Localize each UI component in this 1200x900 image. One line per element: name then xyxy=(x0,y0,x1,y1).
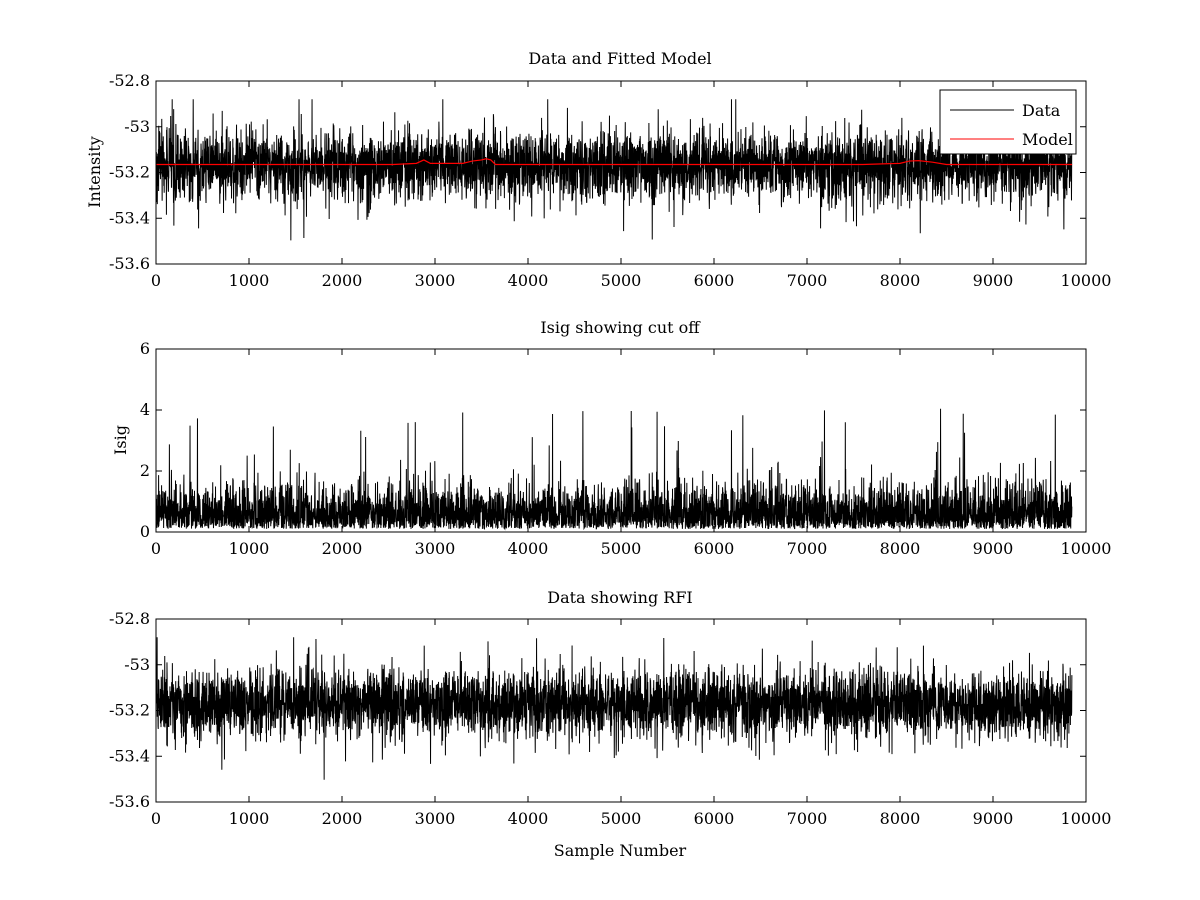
xtick-label: 6000 xyxy=(694,539,735,558)
ytick-label: -52.8 xyxy=(109,71,150,90)
xtick-label: 0 xyxy=(151,539,161,558)
xtick-label: 0 xyxy=(151,809,161,828)
xtick-label: 7000 xyxy=(787,809,828,828)
xtick-label: 6000 xyxy=(694,809,735,828)
xtick-label: 5000 xyxy=(601,271,642,290)
panel-2-axes-box xyxy=(155,348,1087,533)
ytick-label: -53.2 xyxy=(109,701,150,720)
xtick-label: 0 xyxy=(151,271,161,290)
panel-3-title: Data showing RFI xyxy=(547,588,692,607)
xtick-label: 8000 xyxy=(880,539,921,558)
legend-model-label: Model xyxy=(1022,130,1073,149)
xtick-label: 4000 xyxy=(508,271,549,290)
xtick-label: 3000 xyxy=(415,809,456,828)
xtick-label: 2000 xyxy=(322,809,363,828)
xtick-label: 3000 xyxy=(415,539,456,558)
xtick-label: 1000 xyxy=(229,809,270,828)
panel-1-xticks: 0 1000 2000 3000 4000 5000 6000 7000 8000 9000 100… xyxy=(151,81,1112,290)
ytick-label: -53 xyxy=(124,655,150,674)
panel-2: Isig showing cut off Isig 0 2 4 6 0 1000 2000… xyxy=(111,318,1111,558)
panel-3-axes-box xyxy=(155,618,1087,803)
ytick-label: -53.6 xyxy=(109,792,150,811)
xtick-label: 9000 xyxy=(973,271,1014,290)
ytick-label: -53.2 xyxy=(109,163,150,182)
panel-2-title: Isig showing cut off xyxy=(540,318,701,337)
xtick-label: 10000 xyxy=(1061,809,1112,828)
ytick-label: 0 xyxy=(140,522,150,541)
panel-3-xlabel: Sample Number xyxy=(554,841,687,860)
xtick-label: 5000 xyxy=(601,809,642,828)
xtick-label: 8000 xyxy=(880,809,921,828)
xtick-label: 6000 xyxy=(694,271,735,290)
panel-1-title: Data and Fitted Model xyxy=(528,49,711,68)
xtick-label: 9000 xyxy=(973,539,1014,558)
ytick-label: -53 xyxy=(124,117,150,136)
panel-1-data-series xyxy=(156,99,1073,241)
ytick-label: -52.8 xyxy=(109,609,150,628)
legend-box xyxy=(939,89,1077,155)
ytick-label: 2 xyxy=(140,461,150,480)
panel-2-xticks: 0 1000 2000 3000 4000 5000 6000 7000 8000 9000 100… xyxy=(151,349,1112,558)
xtick-label: 5000 xyxy=(601,539,642,558)
ytick-label: 4 xyxy=(140,400,150,419)
xtick-label: 2000 xyxy=(322,271,363,290)
xtick-label: 1000 xyxy=(229,271,270,290)
panel-1-yticks: -53.6 -53.4 -53.2 -53 -52.8 xyxy=(109,71,1086,273)
panel-2-isig-series xyxy=(156,408,1073,531)
ytick-label: -53.6 xyxy=(109,254,150,273)
xtick-label: 10000 xyxy=(1061,539,1112,558)
xtick-label: 2000 xyxy=(322,539,363,558)
ytick-label: 6 xyxy=(140,339,150,358)
panel-3: Data showing RFI -53.6 -53.4 -53.2 -53 -52.8… xyxy=(109,588,1111,860)
legend-data-label: Data xyxy=(1022,101,1061,120)
xtick-label: 10000 xyxy=(1061,271,1112,290)
xtick-label: 7000 xyxy=(787,271,828,290)
xtick-label: 9000 xyxy=(973,809,1014,828)
panel-2-ylabel: Isig xyxy=(111,425,130,455)
panel-3-data-series xyxy=(156,637,1073,780)
ytick-label: -53.4 xyxy=(109,208,150,227)
xtick-label: 7000 xyxy=(787,539,828,558)
panel-1-axes-box xyxy=(155,80,1087,265)
xtick-label: 4000 xyxy=(508,539,549,558)
panel-1-model-series xyxy=(156,158,1073,166)
ytick-label: -53.4 xyxy=(109,746,150,765)
xtick-label: 3000 xyxy=(415,271,456,290)
xtick-label: 4000 xyxy=(508,809,549,828)
xtick-label: 8000 xyxy=(880,271,921,290)
panel-3-xticks: 0 1000 2000 3000 4000 5000 6000 7000 8000 9000 100… xyxy=(151,619,1112,828)
panel-1-legend: Data Model xyxy=(939,89,1077,155)
xtick-label: 1000 xyxy=(229,539,270,558)
panel-1: Data and Fitted Model Intensity -53.6-53… xyxy=(85,49,1111,290)
panel-1-ylabel: Intensity xyxy=(85,136,104,208)
